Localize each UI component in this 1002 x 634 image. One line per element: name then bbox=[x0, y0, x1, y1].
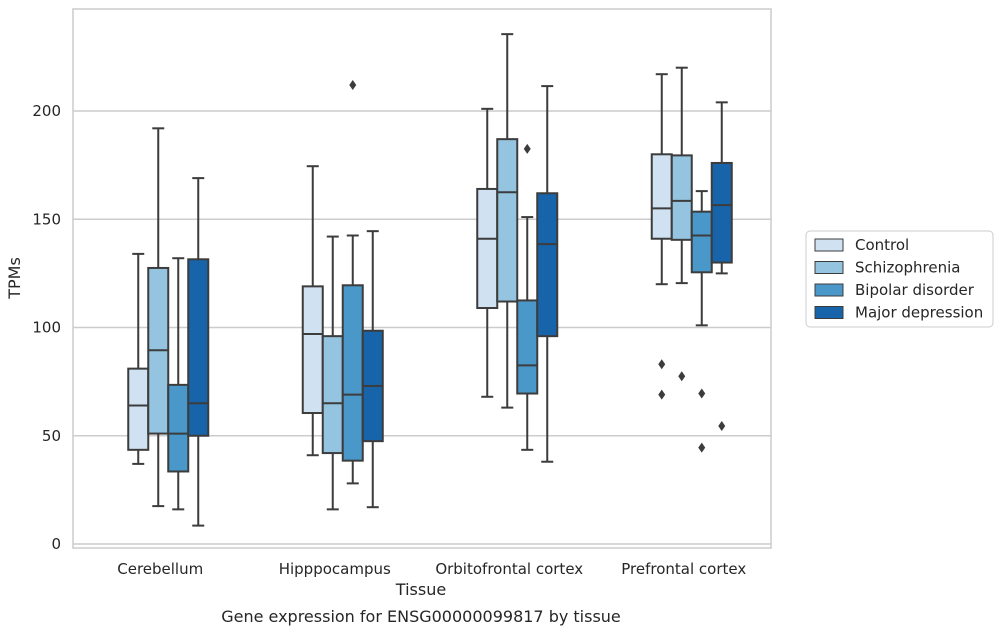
y-tick-label: 50 bbox=[42, 427, 61, 445]
box-body bbox=[187, 258, 210, 437]
y-tick-label: 0 bbox=[51, 535, 61, 553]
box-3-1 bbox=[361, 230, 384, 509]
legend-swatch bbox=[814, 238, 844, 252]
legend-label: Major depression bbox=[855, 304, 983, 322]
box-2-2 bbox=[516, 143, 539, 451]
x-tick-label: Prefrontal cortex bbox=[621, 560, 746, 578]
box-body bbox=[690, 210, 713, 274]
box-3-2 bbox=[536, 85, 559, 463]
legend-swatch bbox=[814, 306, 844, 319]
legend-swatch bbox=[814, 283, 844, 297]
outlier-point bbox=[349, 80, 357, 91]
outlier-point bbox=[698, 388, 706, 399]
chart-caption: Gene expression for ENSG00000099817 by t… bbox=[221, 607, 621, 626]
box-0-1 bbox=[301, 165, 324, 457]
box-1-3 bbox=[670, 66, 693, 382]
outlier-point bbox=[678, 371, 686, 382]
box-groups bbox=[127, 33, 733, 527]
legend-swatch bbox=[814, 261, 844, 274]
y-axis-title: TPMs bbox=[5, 257, 24, 300]
x-axis-ticks: Cerebellum Hipppocampus Orbitofrontal cort… bbox=[117, 560, 746, 578]
legend-label: Bipolar disorder bbox=[855, 281, 975, 299]
box-0-2 bbox=[476, 107, 499, 398]
box-body bbox=[496, 138, 519, 303]
box-3-3 bbox=[710, 101, 733, 432]
box-1-2 bbox=[496, 33, 519, 409]
legend: Control Schizophrenia Bipolar disorder Majo… bbox=[805, 230, 994, 328]
box-0-0 bbox=[127, 252, 150, 465]
box-body bbox=[127, 367, 150, 451]
outlier-point bbox=[658, 359, 666, 370]
box-body bbox=[536, 192, 559, 338]
x-tick-label: Cerebellum bbox=[117, 560, 203, 578]
outlier-point bbox=[523, 143, 531, 154]
box-body bbox=[710, 161, 733, 264]
box-3-0 bbox=[187, 177, 210, 527]
box-1-0 bbox=[147, 127, 170, 508]
legend-label: Control bbox=[855, 236, 909, 254]
legend-label: Schizophrenia bbox=[855, 259, 960, 277]
box-body bbox=[670, 154, 693, 241]
y-axis-ticks: 0 50 100 150 200 bbox=[32, 102, 61, 553]
box-body bbox=[167, 383, 190, 473]
outlier-point bbox=[718, 421, 726, 432]
box-body bbox=[301, 285, 324, 415]
y-tick-label: 200 bbox=[32, 102, 61, 120]
box-body bbox=[516, 299, 539, 395]
x-tick-label: Orbitofrontal cortex bbox=[435, 560, 583, 578]
box-body bbox=[321, 335, 344, 455]
box-1-1 bbox=[321, 235, 344, 511]
y-tick-label: 100 bbox=[32, 319, 61, 337]
box-2-0 bbox=[167, 257, 190, 511]
outlier-point bbox=[698, 442, 706, 453]
box-body bbox=[341, 284, 364, 462]
outlier-point bbox=[658, 389, 666, 400]
box-body bbox=[650, 153, 673, 240]
legend-frame bbox=[805, 230, 994, 328]
x-axis-title: Tissue bbox=[395, 580, 446, 599]
y-tick-label: 150 bbox=[32, 210, 61, 228]
box-2-1 bbox=[341, 80, 364, 485]
box-body bbox=[476, 187, 499, 310]
x-tick-label: Hipppocampus bbox=[279, 560, 391, 578]
